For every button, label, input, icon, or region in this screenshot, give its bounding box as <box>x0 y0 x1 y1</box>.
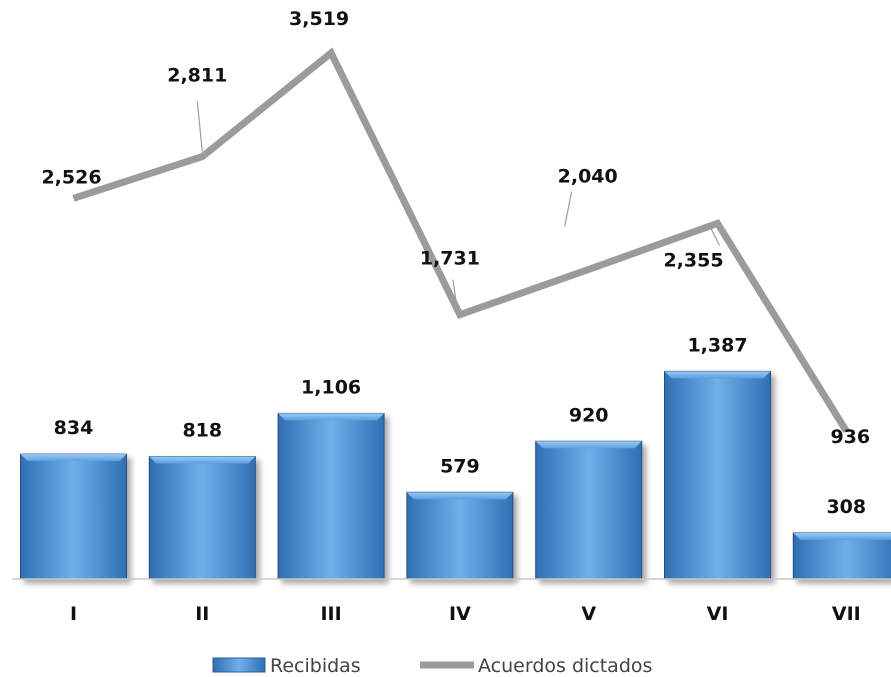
bar-VII <box>792 532 891 580</box>
line-value-label: 936 <box>830 426 870 448</box>
legend-label-acuerdos: Acuerdos dictados <box>478 655 652 677</box>
legend: Recibidas Acuerdos dictados <box>212 655 652 677</box>
legend-label-recibidas: Recibidas <box>270 655 361 677</box>
bar-II <box>148 456 256 580</box>
bar-III <box>277 412 385 580</box>
bar-body <box>20 453 127 580</box>
x-tick-label: IV <box>449 603 471 625</box>
line-value-label: 3,519 <box>289 8 349 30</box>
line-series: 2,526 2,811 3,519 1,731 2,040 2,355 936 <box>41 8 870 448</box>
line-label-leader <box>564 191 573 227</box>
bar-bevel <box>20 454 127 462</box>
bar-value-label: 1,387 <box>687 334 747 356</box>
bar-bevel <box>149 456 256 464</box>
bar-VI <box>664 370 771 580</box>
bar-bevel <box>535 441 642 449</box>
bar-IV <box>406 491 514 580</box>
x-axis-ticks: I II III IV V VI VII <box>70 603 861 625</box>
bar-value-label: 920 <box>569 404 609 426</box>
line-value-label: 1,731 <box>420 248 480 270</box>
bar-series: 834 818 1,106 579 920 1,387 308 <box>20 334 891 580</box>
line-value-label: 2,040 <box>558 165 618 187</box>
bar-body <box>277 412 385 580</box>
bar-body <box>535 440 643 580</box>
bar-bevel <box>793 532 891 540</box>
bar-value-label: 579 <box>440 455 480 477</box>
bar-value-label: 818 <box>182 420 222 442</box>
bar-value-label: 1,106 <box>301 376 361 398</box>
bar-bevel <box>278 413 385 421</box>
line-label-leader <box>707 223 721 246</box>
x-tick-label: VI <box>707 603 729 625</box>
bar-V <box>535 440 643 580</box>
bar-body <box>792 532 891 580</box>
x-tick-label: V <box>581 603 596 625</box>
line-label-leader <box>196 101 203 152</box>
bar-bevel <box>406 492 513 500</box>
x-tick-label: III <box>320 603 341 625</box>
bar-value-label: 308 <box>826 496 866 518</box>
line-value-label: 2,811 <box>167 65 227 87</box>
x-tick-label: II <box>195 603 209 625</box>
line-path <box>72 47 850 433</box>
line-value-label: 2,355 <box>663 249 723 271</box>
bar-value-label: 834 <box>54 417 94 439</box>
bar-body <box>664 370 771 580</box>
bar-body <box>148 456 256 580</box>
line-label-leader <box>452 279 458 307</box>
legend-swatch-recibidas <box>212 657 266 673</box>
bar-bevel <box>664 371 771 379</box>
bar-I <box>20 453 127 580</box>
bar-body <box>406 491 514 580</box>
x-tick-label: I <box>70 603 77 625</box>
x-tick-label: VII <box>832 603 861 625</box>
line-value-label: 2,526 <box>41 166 101 188</box>
